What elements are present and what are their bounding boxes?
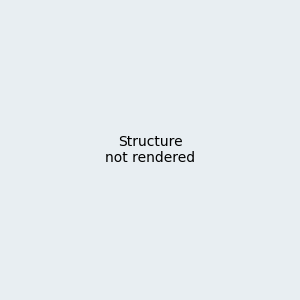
Text: Structure
not rendered: Structure not rendered xyxy=(105,135,195,165)
